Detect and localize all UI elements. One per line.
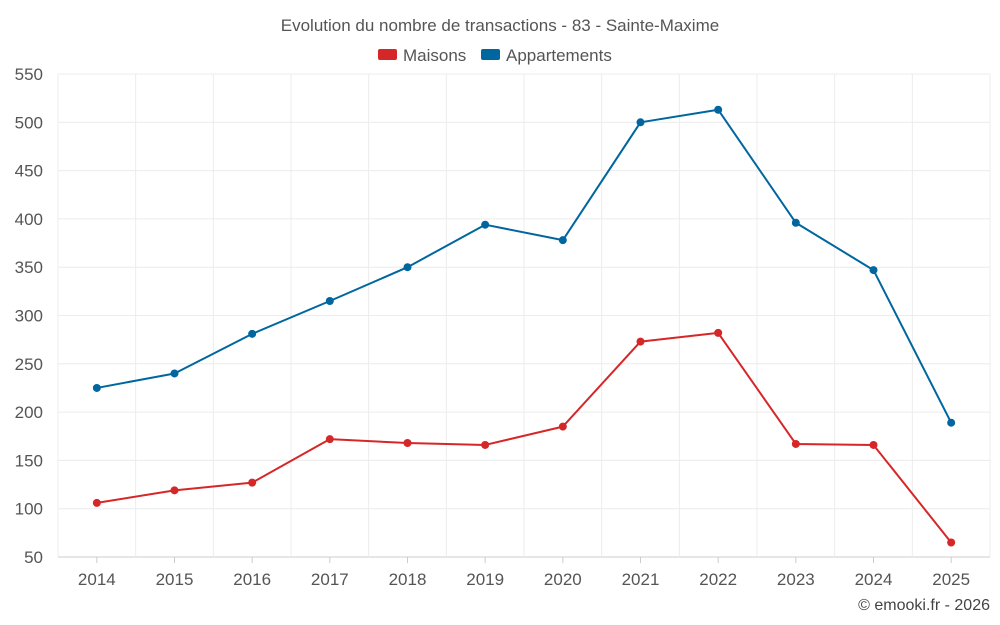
data-point-maisons-2025[interactable] bbox=[947, 538, 956, 547]
data-point-appartements-2015[interactable] bbox=[170, 369, 179, 378]
series-line-maisons bbox=[96, 331, 952, 544]
y-tick-label: 450 bbox=[15, 162, 43, 181]
legend: Maisons Appartements bbox=[378, 46, 612, 65]
x-tick-label: 2022 bbox=[699, 570, 737, 589]
series-line-appartements bbox=[96, 108, 953, 424]
data-point-appartements-2017[interactable] bbox=[325, 297, 334, 306]
series-appartements bbox=[92, 105, 956, 427]
data-point-appartements-2020[interactable] bbox=[558, 236, 567, 245]
data-point-appartements-2018[interactable] bbox=[403, 263, 412, 272]
data-point-maisons-2022[interactable] bbox=[714, 328, 723, 337]
x-tick-label: 2014 bbox=[78, 570, 116, 589]
data-point-appartements-2019[interactable] bbox=[481, 220, 490, 229]
data-point-maisons-2016[interactable] bbox=[248, 478, 257, 487]
x-tick-label: 2018 bbox=[389, 570, 427, 589]
data-point-appartements-2016[interactable] bbox=[248, 329, 257, 338]
legend-label-maisons: Maisons bbox=[403, 46, 466, 65]
data-point-appartements-2021[interactable] bbox=[636, 118, 645, 127]
x-tick-label: 2023 bbox=[777, 570, 815, 589]
series-maisons bbox=[92, 328, 956, 547]
x-tick-label: 2024 bbox=[855, 570, 893, 589]
data-point-maisons-2024[interactable] bbox=[869, 440, 878, 449]
data-point-maisons-2018[interactable] bbox=[403, 439, 412, 448]
x-tick-label: 2020 bbox=[544, 570, 582, 589]
data-point-maisons-2014[interactable] bbox=[92, 498, 101, 507]
data-point-maisons-2023[interactable] bbox=[791, 439, 800, 448]
y-tick-label: 300 bbox=[15, 307, 43, 326]
data-point-maisons-2021[interactable] bbox=[636, 337, 645, 346]
data-point-maisons-2019[interactable] bbox=[481, 440, 490, 449]
data-point-appartements-2014[interactable] bbox=[92, 383, 101, 392]
credit-text: © emooki.fr - 2026 bbox=[858, 597, 990, 614]
x-tick-label: 2025 bbox=[932, 570, 970, 589]
y-tick-label: 250 bbox=[15, 355, 43, 374]
data-point-appartements-2024[interactable] bbox=[869, 266, 878, 275]
y-tick-label: 200 bbox=[15, 403, 43, 422]
data-point-appartements-2023[interactable] bbox=[791, 218, 800, 227]
data-point-appartements-2022[interactable] bbox=[714, 105, 723, 114]
grid bbox=[57, 73, 991, 558]
y-tick-label: 150 bbox=[15, 451, 43, 470]
chart-title: Evolution du nombre de transactions - 83… bbox=[281, 16, 719, 35]
axes: 50 100 150 200 250 300 350 400 450 500 550 2014 2015… bbox=[15, 65, 970, 589]
data-point-maisons-2020[interactable] bbox=[558, 422, 567, 431]
data-point-maisons-2017[interactable] bbox=[325, 435, 334, 444]
legend-label-appartements: Appartements bbox=[506, 46, 612, 65]
series bbox=[92, 105, 956, 547]
x-tick-label: 2021 bbox=[622, 570, 660, 589]
legend-item-appartements[interactable]: Appartements bbox=[481, 46, 612, 65]
data-point-appartements-2025[interactable] bbox=[947, 418, 956, 427]
y-tick-label: 400 bbox=[15, 210, 43, 229]
y-tick-label: 550 bbox=[15, 65, 43, 84]
x-tick-label: 2017 bbox=[311, 570, 349, 589]
legend-swatch-maisons bbox=[378, 49, 397, 60]
y-tick-label: 350 bbox=[15, 258, 43, 277]
x-tick-label: 2019 bbox=[466, 570, 504, 589]
x-tick-label: 2015 bbox=[156, 570, 194, 589]
y-tick-label: 100 bbox=[15, 500, 43, 519]
x-tick-label: 2016 bbox=[233, 570, 271, 589]
legend-swatch-appartements bbox=[481, 49, 500, 60]
data-point-maisons-2015[interactable] bbox=[170, 486, 179, 495]
y-tick-label: 500 bbox=[15, 113, 43, 132]
legend-item-maisons[interactable]: Maisons bbox=[378, 46, 466, 65]
y-tick-label: 50 bbox=[24, 548, 43, 567]
